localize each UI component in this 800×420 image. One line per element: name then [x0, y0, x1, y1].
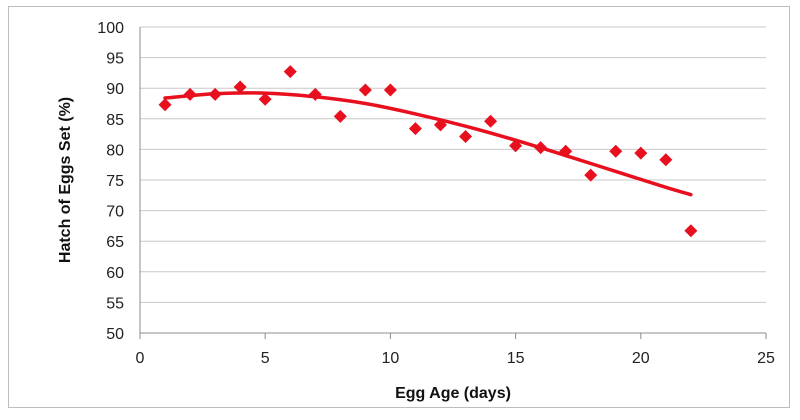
y-tick-label: 60 — [106, 265, 124, 282]
data-point — [534, 141, 548, 155]
data-point — [183, 87, 197, 101]
data-point — [308, 87, 322, 101]
x-tick-label: 20 — [632, 350, 650, 367]
data-point — [233, 80, 247, 94]
data-point — [509, 139, 523, 153]
data-point — [684, 224, 698, 238]
x-tick-label: 25 — [757, 350, 775, 367]
x-tick-label: 15 — [507, 350, 525, 367]
data-point — [283, 65, 297, 79]
data-point — [383, 83, 397, 97]
trendline — [163, 91, 693, 197]
data-point — [433, 118, 447, 132]
tick-labels: 50 55 60 65 70 75 80 85 90 95 100 0 5 10 15 20 25 — [97, 20, 775, 367]
x-axis-title: Egg Age (days) — [395, 385, 511, 402]
y-tick-label: 65 — [106, 234, 124, 251]
y-tick-label: 100 — [97, 20, 124, 37]
y-tick-label: 55 — [106, 295, 124, 312]
data-point — [208, 87, 222, 101]
data-point — [609, 144, 623, 158]
y-tick-label: 70 — [106, 204, 124, 221]
x-tick-label: 5 — [261, 350, 270, 367]
y-tick-label: 80 — [106, 142, 124, 159]
y-tick-label: 85 — [106, 112, 124, 129]
y-tick-label: 75 — [106, 173, 124, 190]
gridlines — [140, 26, 766, 303]
data-point — [659, 153, 673, 167]
data-point — [559, 144, 573, 158]
data-point — [584, 168, 598, 182]
data-point — [634, 146, 648, 160]
data-point — [358, 83, 372, 97]
data-point — [258, 92, 272, 106]
y-tick-label: 95 — [106, 51, 124, 68]
x-tick-label: 10 — [382, 350, 400, 367]
x-tick-label: 0 — [136, 350, 145, 367]
data-point — [484, 114, 498, 128]
y-tick-label: 90 — [106, 81, 124, 98]
y-axis-title: Hatch of Eggs Set (%) — [57, 97, 74, 263]
trendline-layer — [163, 91, 693, 197]
data-point — [333, 109, 347, 123]
data-points — [158, 65, 698, 238]
data-point — [158, 98, 172, 112]
axes — [139, 27, 767, 339]
data-point — [459, 130, 473, 144]
y-tick-label: 50 — [106, 326, 124, 343]
chart-frame — [8, 6, 790, 408]
data-point — [408, 122, 422, 136]
